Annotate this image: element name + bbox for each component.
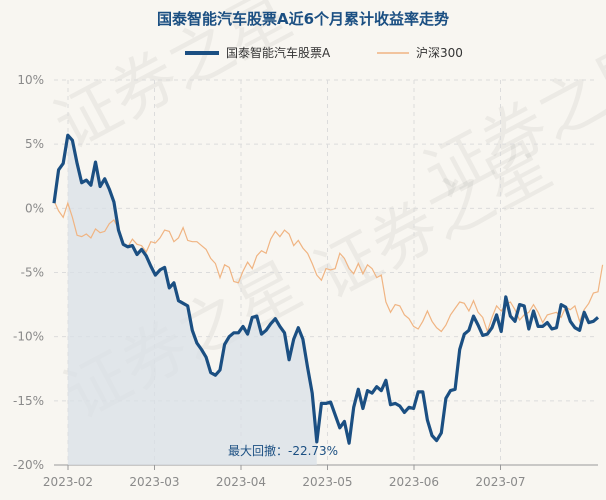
legend-label-fund: 国泰智能汽车股票A bbox=[226, 45, 331, 60]
drawdown-area bbox=[67, 135, 317, 465]
x-tick-label: 2023-03 bbox=[129, 475, 179, 489]
x-axis: 2023-02 2023-03 2023-04 2023-05 2023-06 2023-… bbox=[43, 464, 598, 489]
y-tick-label: 0% bbox=[25, 201, 44, 215]
y-tick-label: -15% bbox=[13, 394, 44, 408]
max-drawdown-label: 最大回撤：-22.73% bbox=[228, 443, 338, 458]
y-tick-label: 5% bbox=[25, 137, 44, 151]
x-tick-label: 2023-06 bbox=[389, 475, 439, 489]
x-tick-label: 2023-05 bbox=[302, 475, 352, 489]
x-tick-label: 2023-07 bbox=[475, 475, 525, 489]
x-tick-label: 2023-02 bbox=[43, 475, 93, 489]
series-line-fund bbox=[52, 133, 600, 445]
y-tick-label: 10% bbox=[17, 73, 44, 87]
chart-title: 国泰智能汽车股票A近6个月累计收益率走势 bbox=[157, 10, 449, 28]
y-tick-label: -20% bbox=[13, 458, 44, 472]
legend-label-index: 沪深300 bbox=[416, 46, 463, 60]
y-tick-label: -10% bbox=[13, 330, 44, 344]
y-tick-label: -5% bbox=[21, 266, 44, 280]
x-tick-label: 2023-04 bbox=[216, 475, 266, 489]
y-axis: 10% 5% 0% -5% -10% -15% -20% bbox=[13, 73, 44, 472]
series-line-index bbox=[53, 200, 604, 334]
plot-area bbox=[52, 133, 604, 465]
legend: 国泰智能汽车股票A 沪深300 bbox=[185, 45, 463, 60]
